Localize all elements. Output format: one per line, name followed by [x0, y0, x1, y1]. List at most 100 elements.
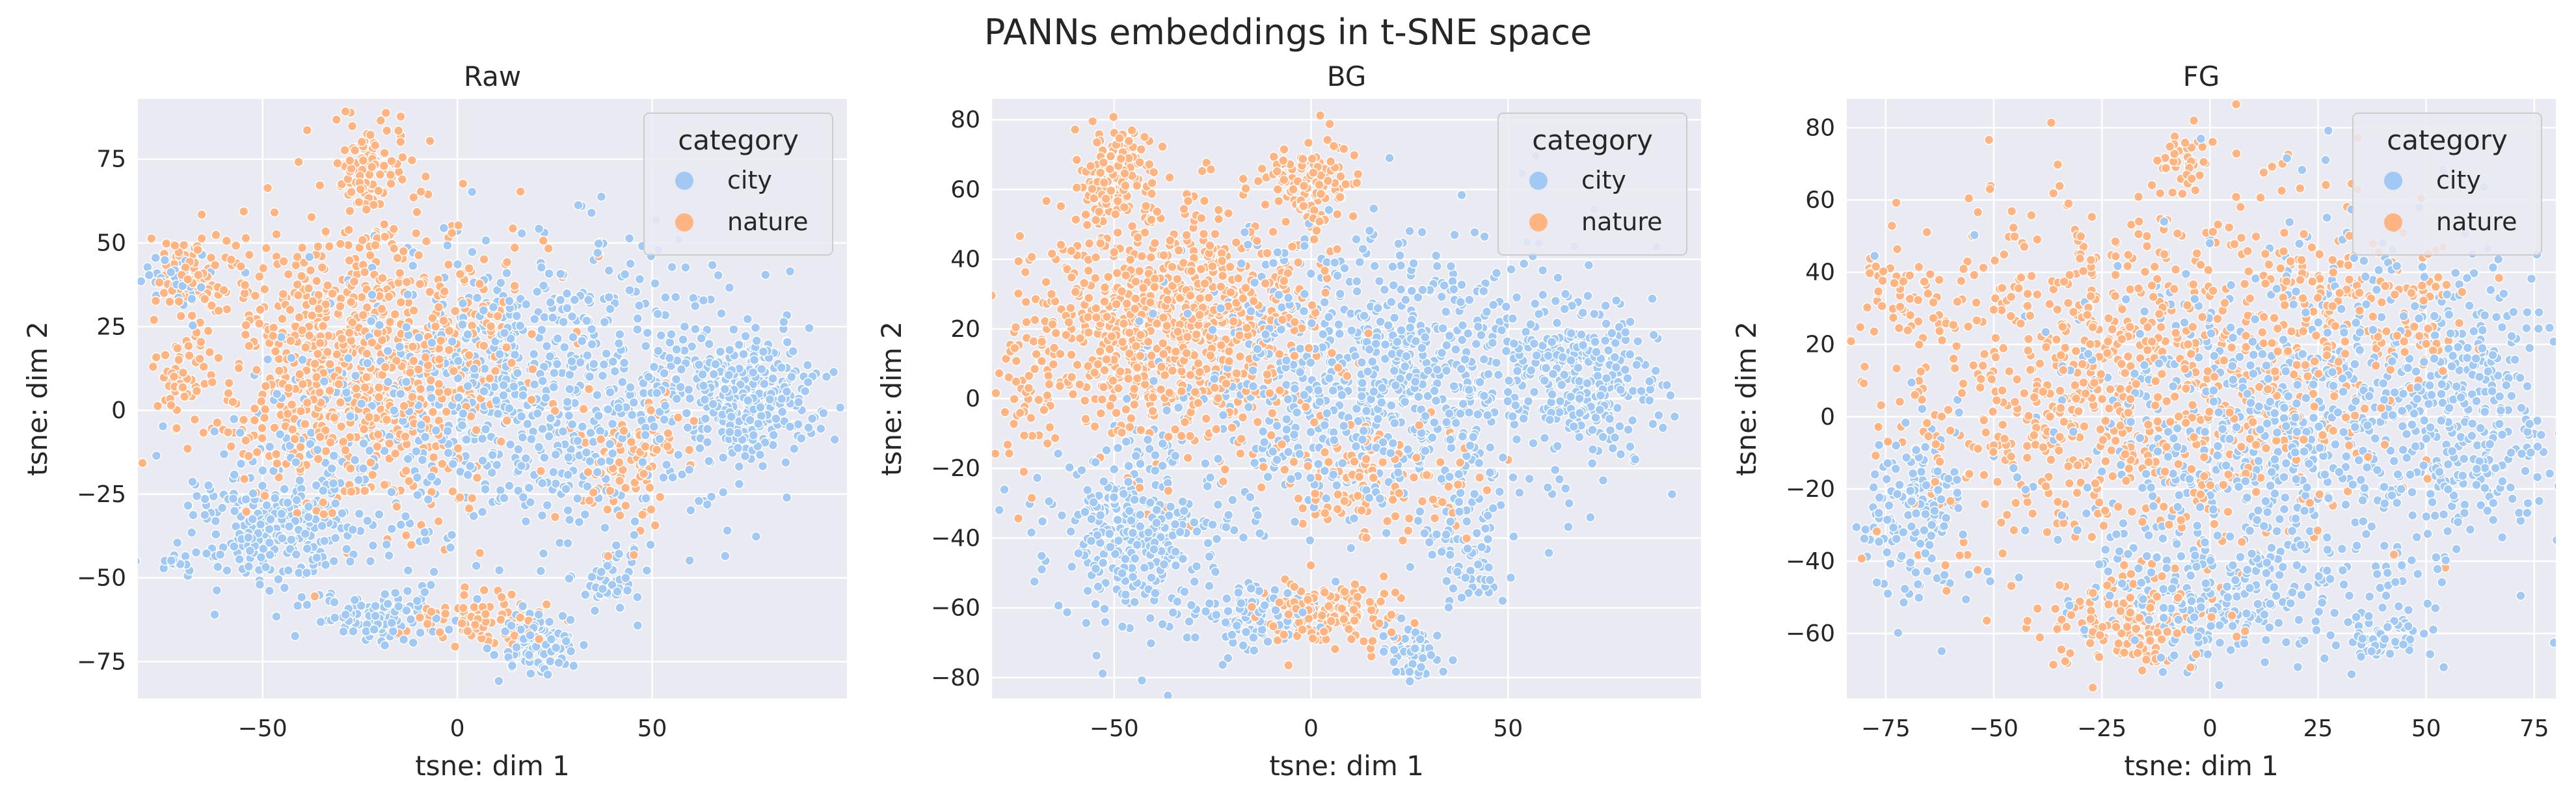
point-city: [999, 484, 1010, 495]
point-nature: [1080, 414, 1091, 425]
point-city: [696, 333, 706, 343]
point-city: [447, 336, 457, 347]
point-nature: [1041, 276, 1051, 287]
point-city: [535, 566, 546, 576]
point-nature: [502, 257, 513, 267]
point-city: [499, 328, 510, 338]
point-city: [211, 585, 222, 596]
point-city: [587, 339, 597, 350]
point-city: [1506, 264, 1516, 274]
point-nature: [274, 366, 284, 376]
point-city: [247, 514, 258, 525]
point-nature: [345, 463, 356, 474]
point-city: [1157, 460, 1168, 471]
point-city: [596, 566, 607, 578]
point-nature: [1328, 140, 1339, 152]
point-city: [719, 384, 731, 395]
point-city: [541, 392, 551, 403]
point-city: [467, 246, 477, 258]
point-nature: [315, 338, 325, 349]
point-city: [529, 379, 540, 390]
point-nature: [278, 289, 289, 299]
point-nature: [1140, 200, 1151, 211]
point-city: [533, 223, 544, 234]
point-nature: [384, 438, 395, 449]
point-nature: [306, 310, 317, 321]
point-city: [465, 460, 476, 472]
point-nature: [367, 337, 377, 348]
point-nature: [312, 276, 322, 286]
point-city: [1503, 375, 1514, 386]
point-city: [518, 492, 529, 503]
point-city: [159, 255, 170, 265]
point-nature: [146, 233, 157, 244]
point-city: [1249, 457, 1260, 468]
point-nature: [380, 362, 390, 373]
point-nature: [1082, 220, 1092, 230]
point-city: [381, 539, 392, 550]
point-nature: [340, 445, 351, 456]
point-nature: [222, 427, 234, 438]
point-city: [480, 424, 491, 434]
point-city: [442, 240, 453, 251]
point-nature: [221, 235, 232, 246]
point-city: [994, 505, 1004, 516]
point-nature: [398, 246, 409, 257]
point-city: [401, 322, 412, 332]
point-nature: [433, 302, 444, 313]
point-nature: [260, 284, 270, 295]
point-nature: [1020, 267, 1031, 278]
point-nature: [391, 355, 402, 366]
point-nature: [335, 397, 346, 408]
point-nature: [474, 548, 485, 559]
point-nature: [370, 240, 381, 250]
point-city: [297, 354, 308, 365]
point-city: [671, 393, 682, 405]
point-city: [679, 321, 690, 332]
point-city: [1337, 458, 1348, 468]
point-city: [1406, 286, 1417, 296]
point-city: [613, 403, 624, 413]
point-city: [835, 402, 846, 413]
point-nature: [336, 333, 347, 344]
point-city: [1200, 458, 1211, 469]
point-city: [1123, 477, 1134, 487]
point-nature: [1097, 394, 1108, 405]
point-city: [1585, 512, 1596, 523]
point-city: [262, 354, 273, 365]
point-city: [532, 408, 543, 419]
point-city: [703, 456, 714, 466]
point-nature: [317, 497, 329, 508]
point-city: [1539, 432, 1550, 444]
point-nature: [244, 250, 255, 260]
point-nature: [329, 412, 340, 423]
point-city: [505, 439, 516, 450]
point-city: [1396, 613, 1406, 624]
point-nature: [154, 277, 165, 288]
y-tick-label: 75: [96, 146, 126, 173]
point-city: [615, 329, 625, 339]
point-city: [708, 369, 719, 380]
point-city: [634, 274, 645, 284]
point-city: [1378, 631, 1389, 641]
point-city: [505, 333, 516, 344]
point-city: [828, 367, 839, 377]
point-city: [1559, 369, 1570, 380]
point-nature: [1280, 464, 1290, 475]
point-city: [654, 434, 665, 444]
point-nature: [311, 372, 322, 382]
point-city: [1455, 488, 1466, 498]
point-city: [563, 538, 573, 549]
point-nature: [1349, 456, 1360, 467]
point-city: [396, 520, 406, 530]
point-city: [512, 367, 523, 379]
point-nature: [982, 448, 991, 457]
point-city: [1463, 328, 1473, 339]
point-nature: [272, 458, 282, 469]
point-city: [1395, 260, 1406, 271]
point-city: [468, 511, 479, 522]
point-nature: [407, 155, 418, 166]
point-city: [417, 455, 428, 465]
point-city: [816, 423, 826, 434]
point-city: [511, 642, 522, 653]
